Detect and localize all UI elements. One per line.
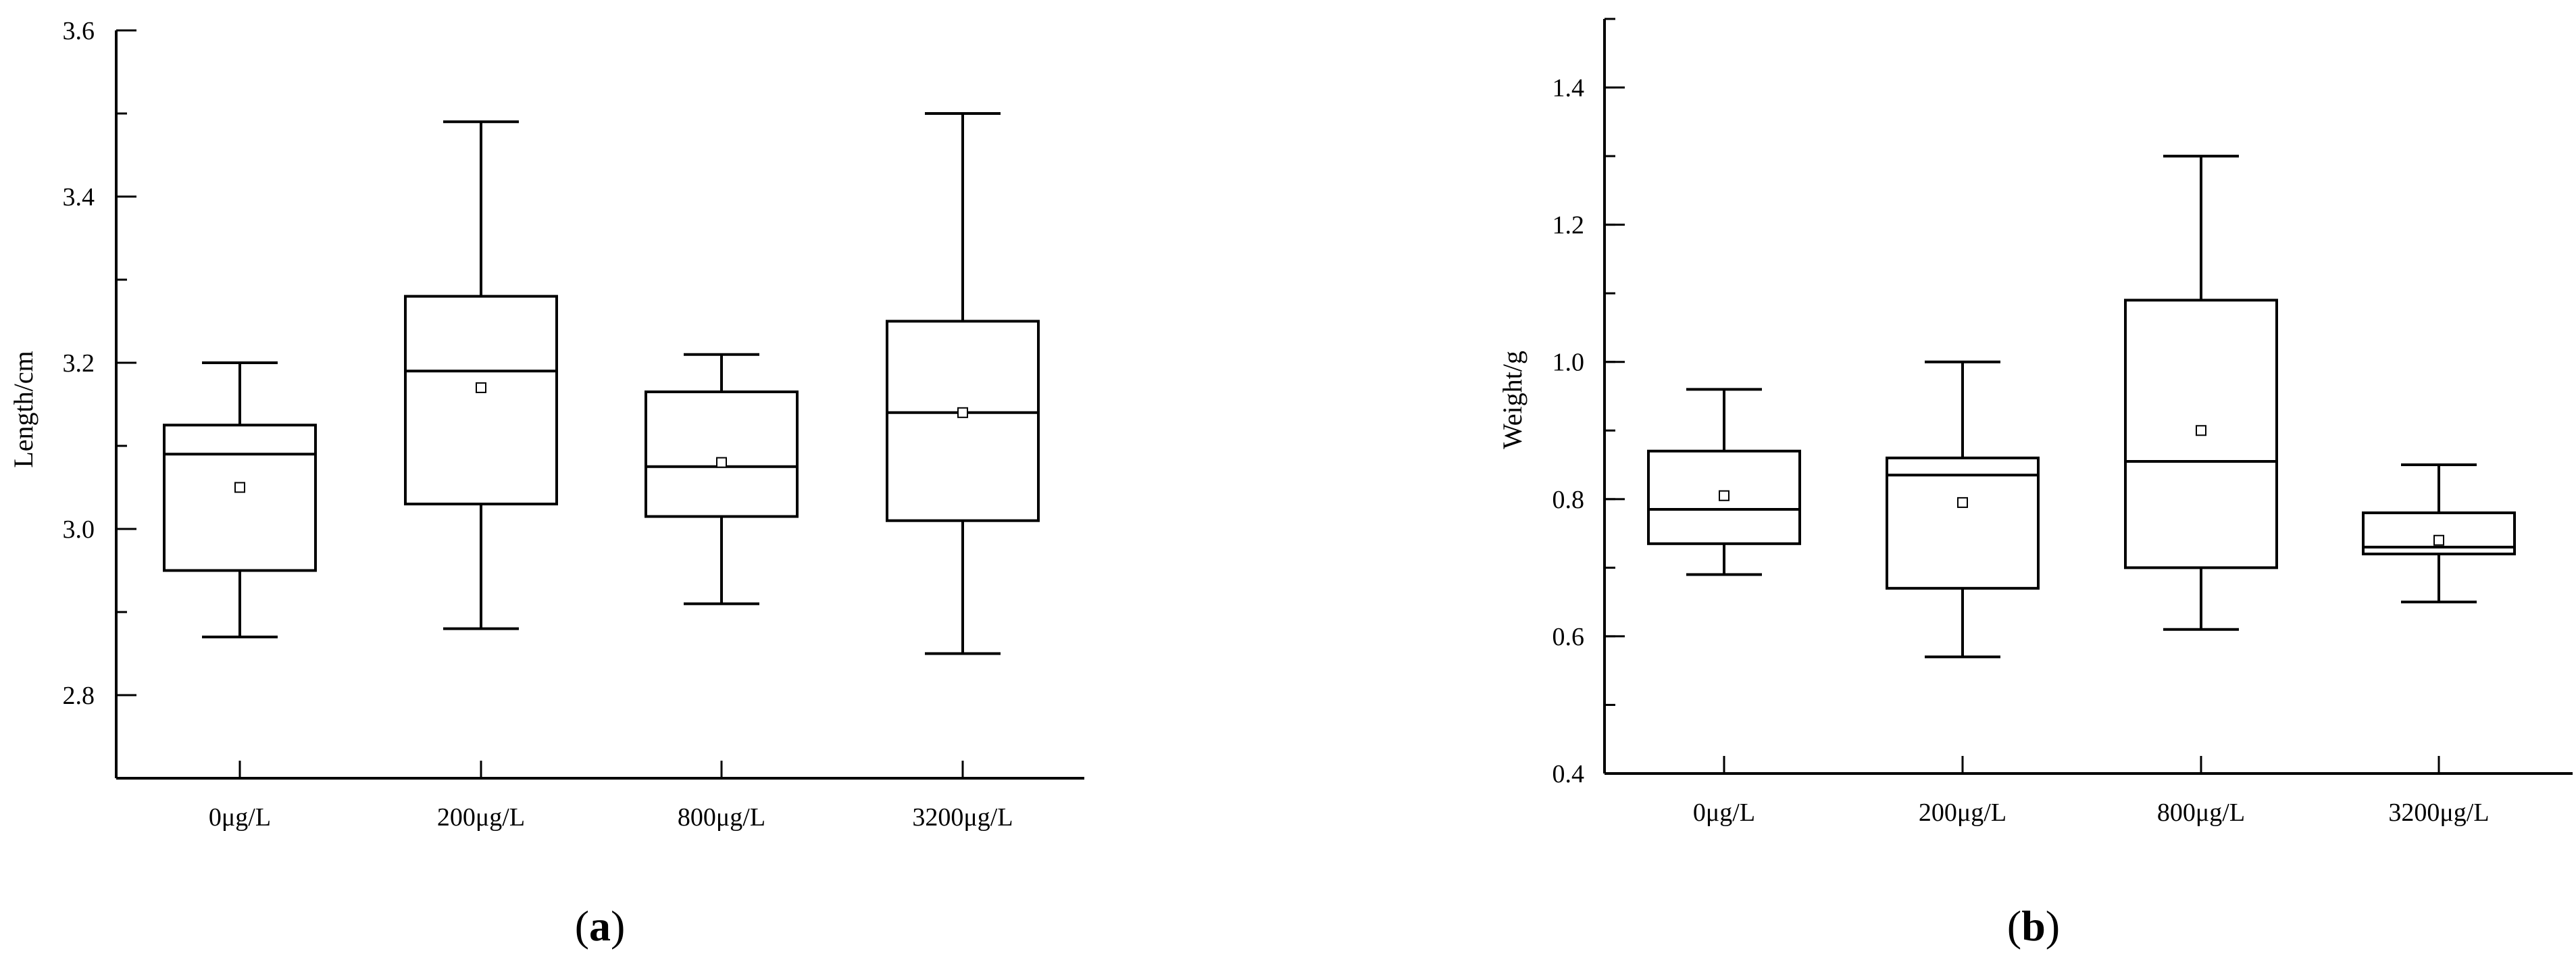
box-iqr bbox=[404, 295, 558, 506]
box-iqr bbox=[886, 320, 1040, 522]
x-tick-label: 0μg/L bbox=[1693, 798, 1755, 827]
y-tick-label: 2.8 bbox=[63, 682, 95, 710]
mean-marker bbox=[234, 482, 245, 493]
x-tick-label: 3200μg/L bbox=[912, 803, 1013, 832]
y-axis-title: Length/cm bbox=[8, 351, 39, 467]
x-tick-label: 3200μg/L bbox=[2388, 798, 2489, 827]
box-iqr bbox=[2124, 299, 2278, 569]
y-tick-label: 1.0 bbox=[1552, 349, 1585, 377]
panel-label: (a) bbox=[575, 902, 626, 950]
y-tick-group: 0.4 0.6 0.8 1.0 1.2 1.4 bbox=[1552, 18, 1625, 788]
x-tick-label: 200μg/L bbox=[437, 803, 525, 832]
mean-marker bbox=[1957, 497, 1968, 508]
box-iqr bbox=[1886, 456, 2040, 590]
y-tick-label: 1.2 bbox=[1552, 211, 1585, 240]
chart-panel-a: Length/cm 2.8 3.0 3.2 3.4 3.6 0μg/L 200μg/L 80… bbox=[8, 17, 1084, 950]
mean-marker bbox=[716, 457, 727, 468]
box-group bbox=[1647, 155, 2516, 659]
panel-label: (b) bbox=[2007, 902, 2060, 950]
y-tick-label: 0.8 bbox=[1552, 486, 1585, 514]
x-tick-label: 800μg/L bbox=[2157, 798, 2245, 827]
y-axis-title: Weight/g bbox=[1497, 351, 1527, 449]
y-tick-group: 2.8 3.0 3.2 3.4 3.6 bbox=[63, 17, 136, 780]
mean-marker bbox=[1719, 490, 1729, 501]
chart-panel-b: Weight/g 0.4 0.6 0.8 1.0 1.2 1.4 0μg/L 200μg/L… bbox=[1497, 18, 2573, 950]
mean-marker bbox=[957, 407, 968, 418]
mean-marker bbox=[2196, 425, 2206, 436]
y-tick-label: 0.4 bbox=[1552, 760, 1585, 788]
y-tick-label: 3.4 bbox=[63, 183, 95, 211]
y-tick-label: 3.2 bbox=[63, 349, 95, 378]
x-tick-group: 0μg/L 200μg/L 800μg/L 3200μg/L bbox=[209, 761, 1013, 832]
x-tick-label: 0μg/L bbox=[209, 803, 271, 832]
y-tick-label: 3.0 bbox=[63, 515, 95, 544]
mean-marker bbox=[2433, 534, 2444, 546]
y-tick-label: 3.6 bbox=[63, 17, 95, 45]
y-tick-label: 1.4 bbox=[1552, 74, 1585, 103]
x-tick-label: 800μg/L bbox=[678, 803, 765, 832]
mean-marker bbox=[476, 382, 486, 393]
box-iqr bbox=[163, 424, 317, 572]
y-tick-label: 0.6 bbox=[1552, 623, 1585, 651]
box-group bbox=[163, 112, 1040, 655]
box-iqr bbox=[2362, 511, 2516, 556]
x-tick-group: 0μg/L 200μg/L 800μg/L 3200μg/L bbox=[1693, 756, 2490, 827]
x-tick-label: 200μg/L bbox=[1919, 798, 2006, 827]
box-iqr bbox=[645, 390, 799, 518]
box-iqr bbox=[1647, 449, 1801, 545]
